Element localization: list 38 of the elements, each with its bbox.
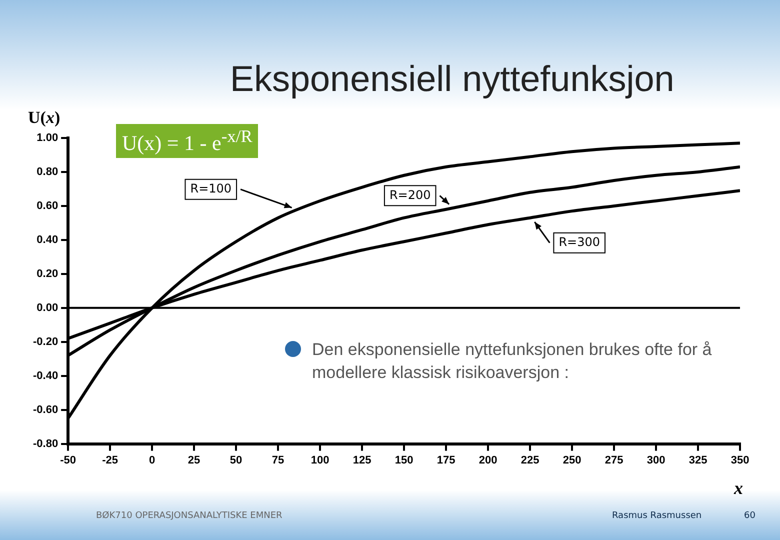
x-tick-label: 125 [352,454,372,466]
x-tick-label: 325 [688,454,708,466]
annotation: R=300 [558,234,600,249]
x-tick-label: 150 [394,454,414,466]
y-tick-label: 0.60 [36,200,58,212]
y-tick-label: 0.20 [36,268,58,280]
y-axis-title: U(x) [28,108,60,128]
x-tick-label: 50 [230,454,242,466]
x-tick-label: 275 [604,454,624,466]
annotation: Den eksponensielle nyttefunksjonen brukes ofte for å modellere klassisk risikoaversjon : [312,339,713,384]
y-tick-label: 0.00 [36,302,58,314]
y-tick-label: -0.40 [32,370,58,382]
x-tick-label: 250 [562,454,582,466]
x-tick-label: 200 [478,454,498,466]
annotation: U(x) = 1 - e$^{-x/R}$ [116,124,258,158]
x-tick-label: 25 [188,454,200,466]
text: Rasmus Rasmussen [612,511,702,521]
y-tick-label: -0.20 [32,336,58,348]
x-tick-label: -50 [60,454,76,466]
y-tick-label: -0.80 [32,438,58,450]
y-tick-label: 0.80 [36,166,58,178]
y-tick-label: -0.60 [32,404,58,416]
annotation: R=200 [389,188,431,202]
x-tick-label: 75 [272,454,284,466]
y-tick-label: 0.40 [36,234,58,246]
annotation: R=100 [190,181,232,196]
x-tick-label: -25 [102,454,118,466]
x-tick-label: 225 [520,454,540,466]
text: BØK710 OPERASJONSANALYTISKE EMNER [96,511,282,521]
x-tick-label: 350 [730,454,750,466]
x-tick-label: 100 [310,454,330,466]
x-tick-label: 300 [646,454,666,466]
x-tick-label: 0 [149,454,156,466]
x-axis-title: x [734,478,743,499]
x-tick-label: 175 [436,454,456,466]
chart-title: Eksponensiell nyttefunksjon [230,58,674,100]
text: 60 [744,511,756,521]
y-tick-label: 1.00 [36,132,58,144]
